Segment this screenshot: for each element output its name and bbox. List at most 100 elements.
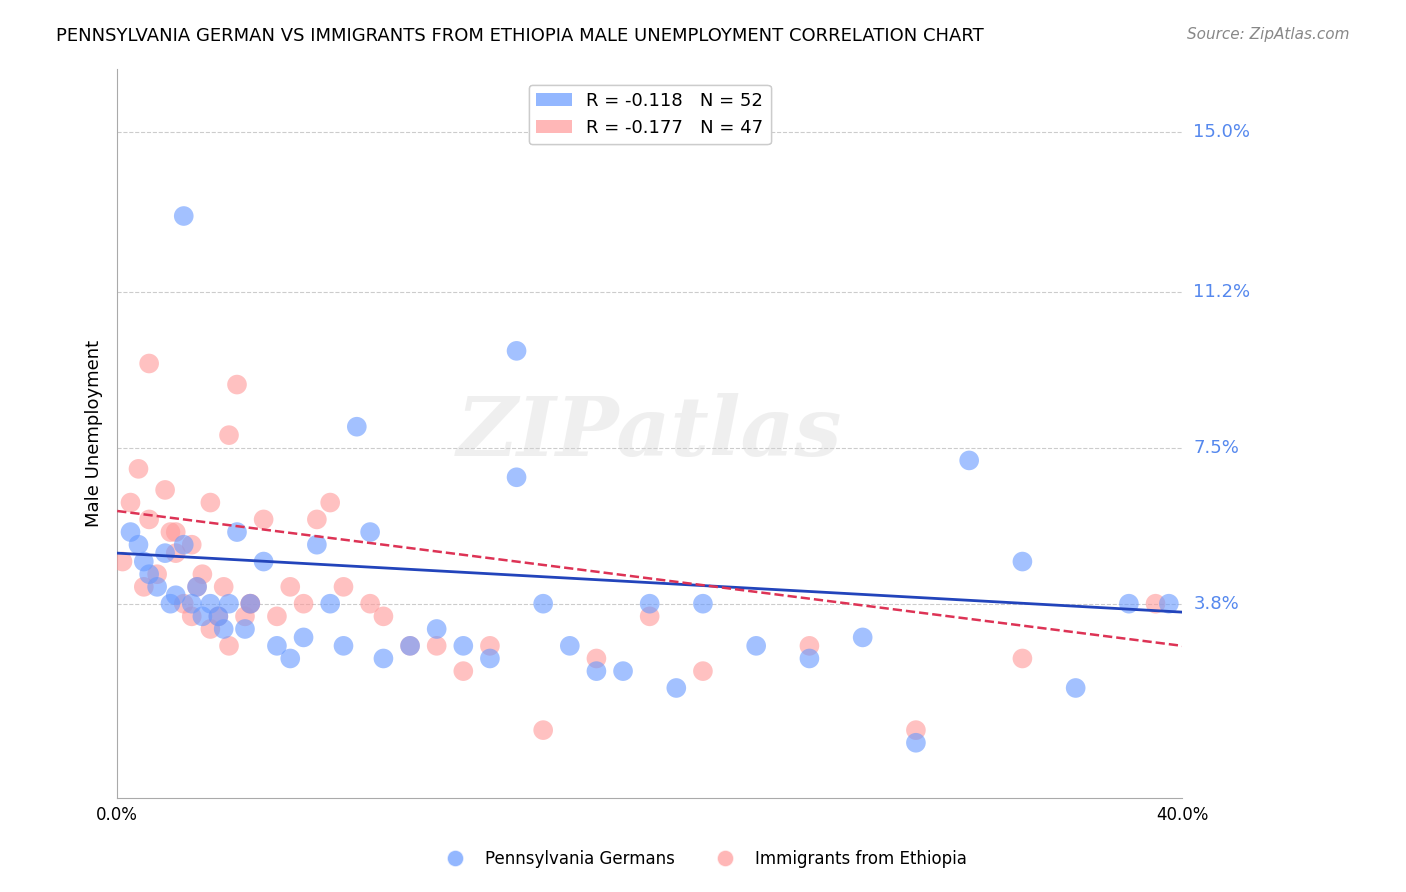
Point [138, 512, 160, 526]
Point [638, 609, 661, 624]
Point [1118, 597, 1140, 611]
Point [138, 357, 160, 371]
Point [332, 580, 354, 594]
Point [665, 681, 688, 695]
Point [957, 453, 980, 467]
Point [212, 580, 235, 594]
Point [153, 483, 176, 497]
Point [218, 639, 240, 653]
Point [1144, 597, 1167, 611]
Point [159, 597, 181, 611]
Point [745, 639, 768, 653]
Text: 3.8%: 3.8% [1194, 595, 1239, 613]
Point [399, 639, 422, 653]
Point [200, 597, 222, 611]
Point [165, 524, 187, 539]
Point [111, 555, 134, 569]
Point [585, 664, 607, 678]
Point [186, 580, 208, 594]
Point [359, 597, 381, 611]
Point [799, 651, 821, 665]
Point [638, 597, 661, 611]
Point [252, 512, 274, 526]
Point [799, 639, 821, 653]
Point [278, 651, 301, 665]
Text: 15.0%: 15.0% [1194, 123, 1250, 141]
Point [904, 736, 927, 750]
Legend: Pennsylvania Germans, Immigrants from Ethiopia: Pennsylvania Germans, Immigrants from Et… [432, 844, 974, 875]
Point [531, 597, 554, 611]
Point [558, 639, 581, 653]
Point [373, 651, 395, 665]
Point [292, 631, 315, 645]
Point [426, 622, 449, 636]
Point [453, 664, 475, 678]
Text: 7.5%: 7.5% [1194, 439, 1239, 457]
Point [692, 597, 714, 611]
Text: ZIPatlas: ZIPatlas [457, 393, 842, 473]
Point [252, 555, 274, 569]
Text: 40.0%: 40.0% [1156, 806, 1208, 824]
Point [191, 567, 214, 582]
Point [127, 538, 149, 552]
Point [132, 555, 155, 569]
Point [239, 597, 262, 611]
Point [373, 609, 395, 624]
Point [359, 524, 381, 539]
Point [200, 495, 222, 509]
Point [399, 639, 422, 653]
Point [173, 597, 195, 611]
Point [173, 209, 195, 223]
Point [346, 419, 368, 434]
Point [226, 524, 249, 539]
Point [153, 546, 176, 560]
Point [505, 470, 527, 484]
Point [180, 538, 202, 552]
Point [132, 580, 155, 594]
Point [1011, 555, 1033, 569]
Point [212, 622, 235, 636]
Point [426, 639, 449, 653]
Point [1011, 651, 1033, 665]
Point [226, 377, 249, 392]
Point [218, 428, 240, 442]
Point [200, 622, 222, 636]
Point [165, 588, 187, 602]
Point [585, 651, 607, 665]
Point [138, 567, 160, 582]
Point [692, 664, 714, 678]
Point [292, 597, 315, 611]
Point [159, 524, 181, 539]
Point [218, 597, 240, 611]
Point [127, 462, 149, 476]
Point [239, 597, 262, 611]
Point [266, 609, 288, 624]
Point [904, 723, 927, 738]
Point [207, 609, 229, 624]
Point [191, 609, 214, 624]
Point [453, 639, 475, 653]
Point [266, 639, 288, 653]
Point [120, 524, 142, 539]
Point [531, 723, 554, 738]
Text: 11.2%: 11.2% [1194, 283, 1250, 301]
Text: Source: ZipAtlas.com: Source: ZipAtlas.com [1187, 27, 1350, 42]
Point [319, 495, 342, 509]
Point [207, 609, 229, 624]
Point [1064, 681, 1087, 695]
Point [305, 538, 328, 552]
Point [146, 567, 169, 582]
Point [180, 597, 202, 611]
Text: PENNSYLVANIA GERMAN VS IMMIGRANTS FROM ETHIOPIA MALE UNEMPLOYMENT CORRELATION CH: PENNSYLVANIA GERMAN VS IMMIGRANTS FROM E… [56, 27, 984, 45]
Point [165, 546, 187, 560]
Point [505, 343, 527, 358]
Point [278, 580, 301, 594]
Point [233, 609, 256, 624]
Point [478, 639, 501, 653]
Point [305, 512, 328, 526]
Point [186, 580, 208, 594]
Point [1157, 597, 1180, 611]
Point [612, 664, 634, 678]
Point [239, 597, 262, 611]
Point [120, 495, 142, 509]
